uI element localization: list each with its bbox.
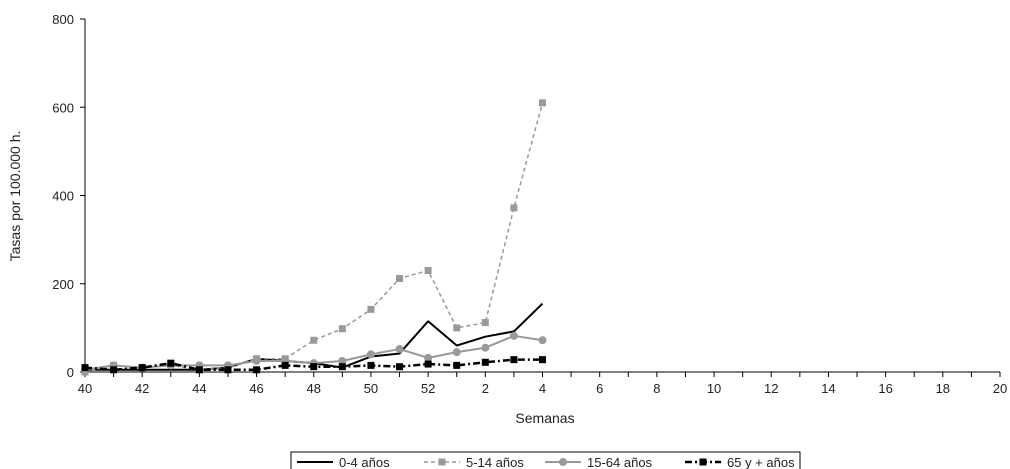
legend: 0-4 años 5-14 años 15-64 años 65 y + años xyxy=(290,451,801,469)
data-point xyxy=(338,363,346,371)
data-point xyxy=(510,204,518,212)
data-point xyxy=(396,274,404,282)
series-layer xyxy=(81,99,547,376)
x-tick-label: 46 xyxy=(249,381,263,396)
data-point xyxy=(509,331,518,340)
x-tick-label: 16 xyxy=(878,381,892,396)
data-point xyxy=(539,99,546,107)
data-point xyxy=(338,356,347,365)
data-point xyxy=(167,359,175,367)
data-point xyxy=(110,366,118,374)
data-point xyxy=(699,458,707,466)
x-tick-label: 40 xyxy=(78,381,92,396)
data-point xyxy=(338,325,346,333)
data-point xyxy=(367,305,375,313)
x-tick-label: 18 xyxy=(936,381,950,396)
data-point xyxy=(453,324,461,332)
data-point xyxy=(539,356,546,364)
data-point xyxy=(510,356,518,364)
y-axis-title: Tasas por 100.000 h. xyxy=(7,131,23,262)
series-group xyxy=(81,356,546,374)
data-point xyxy=(395,345,404,354)
data-point xyxy=(452,348,461,357)
data-point xyxy=(453,361,461,369)
x-tick-label: 52 xyxy=(421,381,435,396)
data-point xyxy=(424,360,432,368)
data-point xyxy=(252,356,261,365)
x-tick-label: 4 xyxy=(539,381,546,396)
x-tick-label: 20 xyxy=(993,381,1007,396)
y-tick-label: 200 xyxy=(52,277,74,292)
x-tick-label: 50 xyxy=(364,381,378,396)
data-point xyxy=(253,366,261,374)
data-point xyxy=(481,358,489,366)
legend-label: 65 y + años xyxy=(727,455,795,469)
data-point xyxy=(224,366,232,374)
y-tick-label: 800 xyxy=(52,12,74,27)
data-point xyxy=(481,319,489,327)
x-tick-label: 44 xyxy=(192,381,206,396)
legend-label: 15-64 años xyxy=(587,455,653,469)
data-point xyxy=(438,458,446,466)
data-point xyxy=(559,458,567,466)
data-point xyxy=(281,361,289,369)
y-tick-label: 600 xyxy=(52,100,74,115)
data-point xyxy=(310,363,318,371)
data-point xyxy=(310,336,318,344)
data-point xyxy=(538,336,547,345)
series-group xyxy=(81,99,546,376)
x-tick-label: 48 xyxy=(307,381,321,396)
data-point xyxy=(396,363,404,371)
y-tick-label: 0 xyxy=(67,365,74,380)
data-point xyxy=(481,343,490,352)
series-line xyxy=(84,102,544,373)
x-tick-label: 12 xyxy=(764,381,778,396)
data-point xyxy=(366,350,375,359)
data-point xyxy=(138,364,146,372)
data-point xyxy=(424,353,433,362)
data-point xyxy=(195,366,203,374)
x-tick-label: 10 xyxy=(707,381,721,396)
x-tick-label: 6 xyxy=(596,381,603,396)
x-tick-label: 42 xyxy=(135,381,149,396)
x-tick-label: 8 xyxy=(653,381,660,396)
x-tick-label: 14 xyxy=(821,381,835,396)
y-tick-label: 400 xyxy=(52,189,74,204)
data-point xyxy=(367,361,375,369)
legend-label: 5-14 años xyxy=(466,455,524,469)
data-point xyxy=(424,267,432,275)
legend-box xyxy=(290,451,801,469)
x-axis-title: Semanas xyxy=(515,410,574,426)
data-point xyxy=(81,364,89,372)
x-tick-label: 2 xyxy=(482,381,489,396)
legend-label: 0-4 años xyxy=(339,455,390,469)
